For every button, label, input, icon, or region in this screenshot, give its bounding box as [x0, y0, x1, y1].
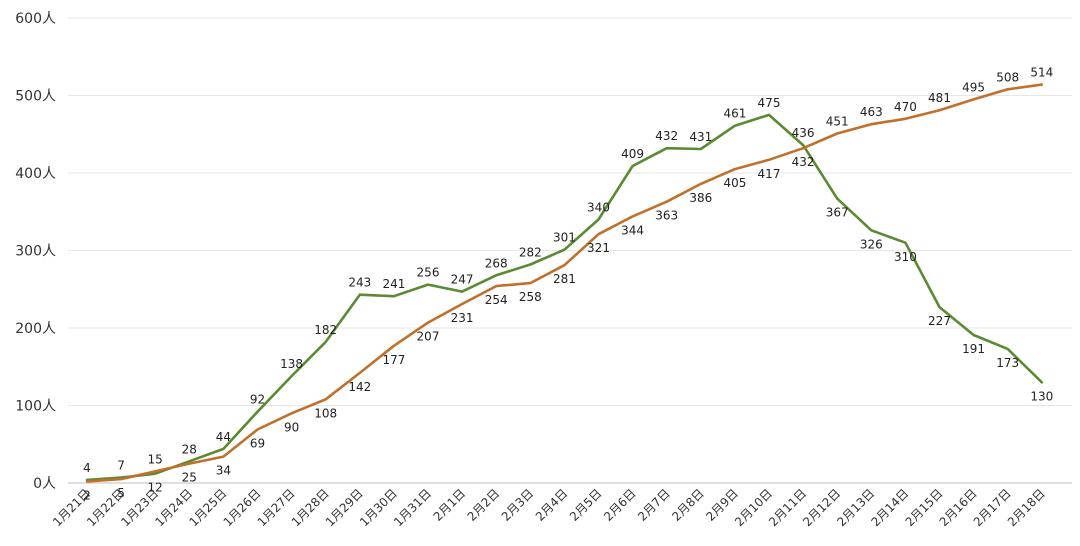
data-label: 344 [621, 223, 644, 237]
x-tick-label: 2月18日 [1005, 486, 1048, 529]
data-label: 258 [519, 290, 542, 304]
data-label: 432 [792, 155, 815, 169]
data-label: 69 [250, 437, 265, 451]
data-label: 363 [655, 209, 678, 223]
data-label: 227 [928, 314, 951, 328]
data-label: 461 [723, 107, 746, 121]
data-label: 451 [826, 114, 849, 128]
data-label: 173 [996, 356, 1019, 370]
y-axis: 0人 100人 200人 300人 400人 500人 600人 [15, 11, 56, 492]
y-tick-label: 300人 [15, 244, 56, 260]
data-label: 281 [553, 272, 576, 286]
series-line-2 [85, 83, 1044, 483]
data-label: 44 [216, 430, 231, 444]
data-label: 247 [451, 273, 474, 287]
data-label: 326 [860, 237, 883, 251]
y-tick-label: 200人 [15, 321, 56, 337]
data-label: 256 [417, 266, 440, 280]
data-label: 12 [148, 481, 163, 495]
data-label: 243 [348, 276, 371, 290]
data-label: 15 [148, 452, 163, 466]
x-tick-label: 2月3日 [499, 486, 537, 524]
data-label: 4 [83, 461, 91, 475]
data-label: 463 [860, 105, 883, 119]
data-label: 182 [314, 323, 337, 337]
data-label: 241 [382, 277, 405, 291]
series-lines [85, 83, 1044, 483]
data-label: 321 [587, 241, 610, 255]
series-line-1 [85, 113, 1044, 482]
data-label: 2 [83, 488, 91, 502]
data-label: 25 [182, 471, 197, 485]
data-label: 508 [996, 70, 1019, 84]
x-axis: 1月21日1月22日1月23日1月24日1月25日1月26日1月27日1月28日… [50, 486, 1048, 529]
data-label: 90 [284, 420, 299, 434]
x-tick-label: 2月8日 [669, 486, 707, 524]
data-label: 177 [382, 353, 405, 367]
data-labels: 4 2 7 5 12 15 28 25 44 34 92 69 138 90 182 108 243 142 241… [83, 66, 1053, 503]
y-tick-label: 600人 [15, 11, 56, 27]
data-label: 405 [723, 176, 746, 190]
data-label: 130 [1030, 389, 1053, 403]
data-label: 34 [216, 464, 231, 478]
data-label: 367 [826, 206, 849, 220]
y-tick-label: 500人 [15, 89, 56, 105]
x-tick-label: 2月5日 [567, 486, 605, 524]
data-label: 268 [485, 256, 508, 270]
x-tick-label: 2月7日 [635, 486, 673, 524]
data-label: 108 [314, 406, 337, 420]
data-label: 28 [182, 442, 197, 456]
data-label: 409 [621, 147, 644, 161]
x-tick-label: 2月2日 [465, 486, 503, 524]
data-label: 514 [1030, 66, 1053, 80]
data-label: 282 [519, 245, 542, 259]
data-label: 138 [280, 357, 303, 371]
data-label: 207 [417, 330, 440, 344]
data-label: 436 [792, 126, 815, 140]
data-label: 142 [348, 380, 371, 394]
data-label: 481 [928, 91, 951, 105]
y-tick-label: 0人 [33, 476, 56, 492]
y-tick-label: 100人 [15, 399, 56, 415]
x-tick-label: 2月6日 [601, 486, 639, 524]
data-label: 470 [894, 100, 917, 114]
data-label: 417 [758, 167, 781, 181]
data-label: 254 [485, 293, 508, 307]
data-label: 386 [689, 191, 712, 205]
x-tick-label: 2月1日 [431, 486, 469, 524]
x-tick-label: 1月31日 [391, 486, 434, 529]
y-tick-label: 400人 [15, 166, 56, 182]
data-label: 495 [962, 80, 985, 94]
data-label: 432 [655, 129, 678, 143]
data-label: 231 [451, 311, 474, 325]
grid [68, 17, 1072, 484]
data-label: 340 [587, 201, 610, 215]
data-label: 191 [962, 342, 985, 356]
x-tick-label: 2月4日 [533, 486, 571, 524]
data-label: 310 [894, 250, 917, 264]
data-label: 5 [117, 486, 125, 500]
data-label: 7 [117, 459, 125, 473]
data-label: 431 [689, 130, 712, 144]
data-label: 475 [758, 96, 781, 110]
data-label: 301 [553, 231, 576, 245]
data-label: 92 [250, 393, 265, 407]
